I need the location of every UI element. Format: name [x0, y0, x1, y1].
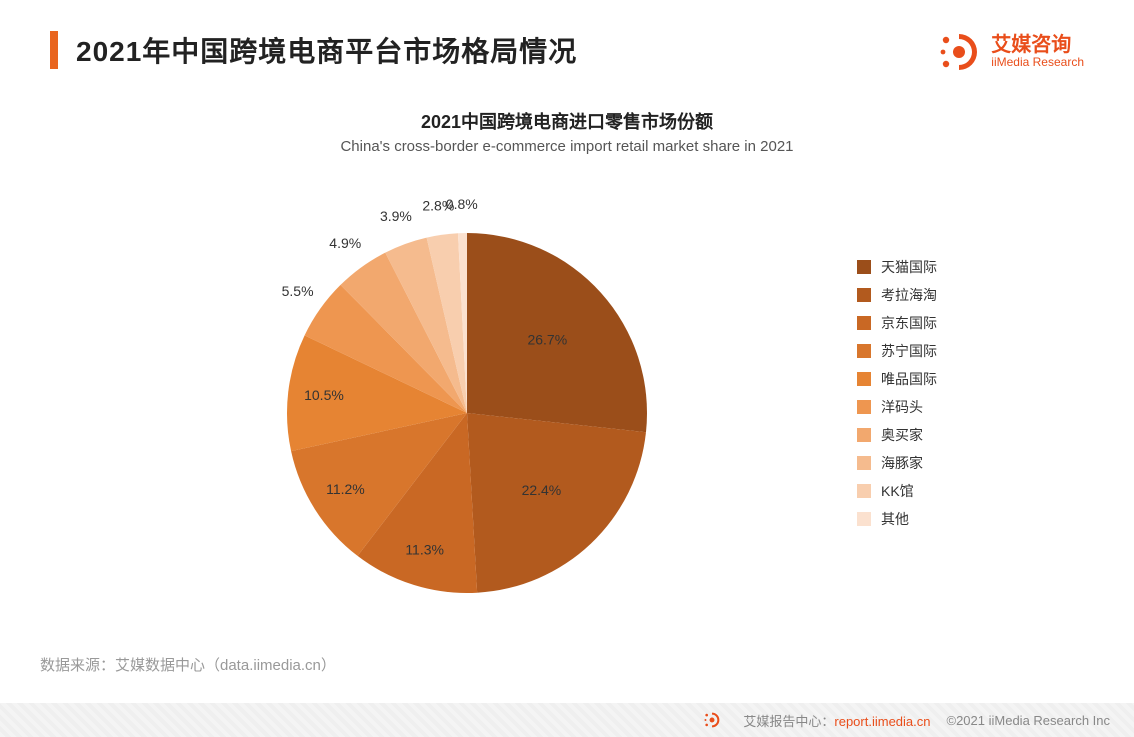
legend-item: 京东国际: [857, 313, 937, 333]
legend-swatch: [857, 400, 871, 414]
brand-name-cn: 艾媒咨询: [991, 34, 1084, 56]
legend-label: 苏宁国际: [881, 341, 937, 361]
data-source: 数据来源：艾媒数据中心（data.iimedia.cn）: [40, 654, 336, 675]
slice-label: 22.4%: [522, 482, 562, 498]
brand-logo-icon: [937, 30, 981, 74]
brand-name-en: iiMedia Research: [991, 56, 1084, 69]
legend-item: 考拉海淘: [857, 285, 937, 305]
legend-label: 奥买家: [881, 425, 923, 445]
footer-report-label: 艾媒报告中心：: [743, 714, 834, 729]
legend-item: 苏宁国际: [857, 341, 937, 361]
slice-label: 0.8%: [446, 196, 478, 212]
pie-slice: [467, 413, 646, 593]
legend-swatch: [857, 316, 871, 330]
legend-swatch: [857, 372, 871, 386]
legend-swatch: [857, 260, 871, 274]
footer-logo-icon: [703, 711, 727, 729]
pie-chart: 26.7%22.4%11.3%11.2%10.5%5.5%4.9%3.9%2.8…: [197, 173, 737, 613]
legend-label: 洋码头: [881, 397, 923, 417]
legend-swatch: [857, 344, 871, 358]
legend-label: 唯品国际: [881, 369, 937, 389]
legend-label: KK馆: [881, 481, 914, 501]
legend-swatch: [857, 484, 871, 498]
legend-label: 京东国际: [881, 313, 937, 333]
legend-item: 唯品国际: [857, 369, 937, 389]
chart-title-en: China's cross-border e-commerce import r…: [0, 138, 1134, 155]
slice-label: 3.9%: [380, 208, 412, 224]
footer-bar: 艾媒报告中心：report.iimedia.cn ©2021 iiMedia R…: [0, 703, 1134, 737]
footer-report-url: report.iimedia.cn: [834, 714, 930, 729]
legend-label: 天猫国际: [881, 257, 937, 277]
legend-item: 其他: [857, 509, 937, 529]
legend-swatch: [857, 288, 871, 302]
legend-item: 天猫国际: [857, 257, 937, 277]
legend-label: 其他: [881, 509, 909, 529]
title-accent-bar: [50, 31, 58, 69]
legend-swatch: [857, 456, 871, 470]
slice-label: 11.2%: [326, 481, 365, 497]
slice-label: 26.7%: [527, 332, 567, 348]
slice-label: 11.3%: [405, 541, 444, 557]
legend-swatch: [857, 428, 871, 442]
slice-label: 5.5%: [282, 283, 314, 299]
legend-swatch: [857, 512, 871, 526]
chart-title-cn: 2021中国跨境电商进口零售市场份额: [0, 108, 1134, 134]
legend-item: 洋码头: [857, 397, 937, 417]
legend-item: 海豚家: [857, 453, 937, 473]
footer-copyright: ©2021 iiMedia Research Inc: [947, 713, 1111, 728]
slice-label: 10.5%: [304, 387, 344, 403]
slice-label: 4.9%: [329, 235, 361, 251]
brand-block: 艾媒咨询 iiMedia Research: [937, 30, 1084, 74]
legend-item: 奥买家: [857, 425, 937, 445]
page-title: 2021年中国跨境电商平台市场格局情况: [76, 30, 577, 70]
legend-label: 海豚家: [881, 453, 923, 473]
legend-item: KK馆: [857, 481, 937, 501]
chart-legend: 天猫国际考拉海淘京东国际苏宁国际唯品国际洋码头奥买家海豚家 KK馆其他: [857, 249, 937, 537]
legend-label: 考拉海淘: [881, 285, 937, 305]
